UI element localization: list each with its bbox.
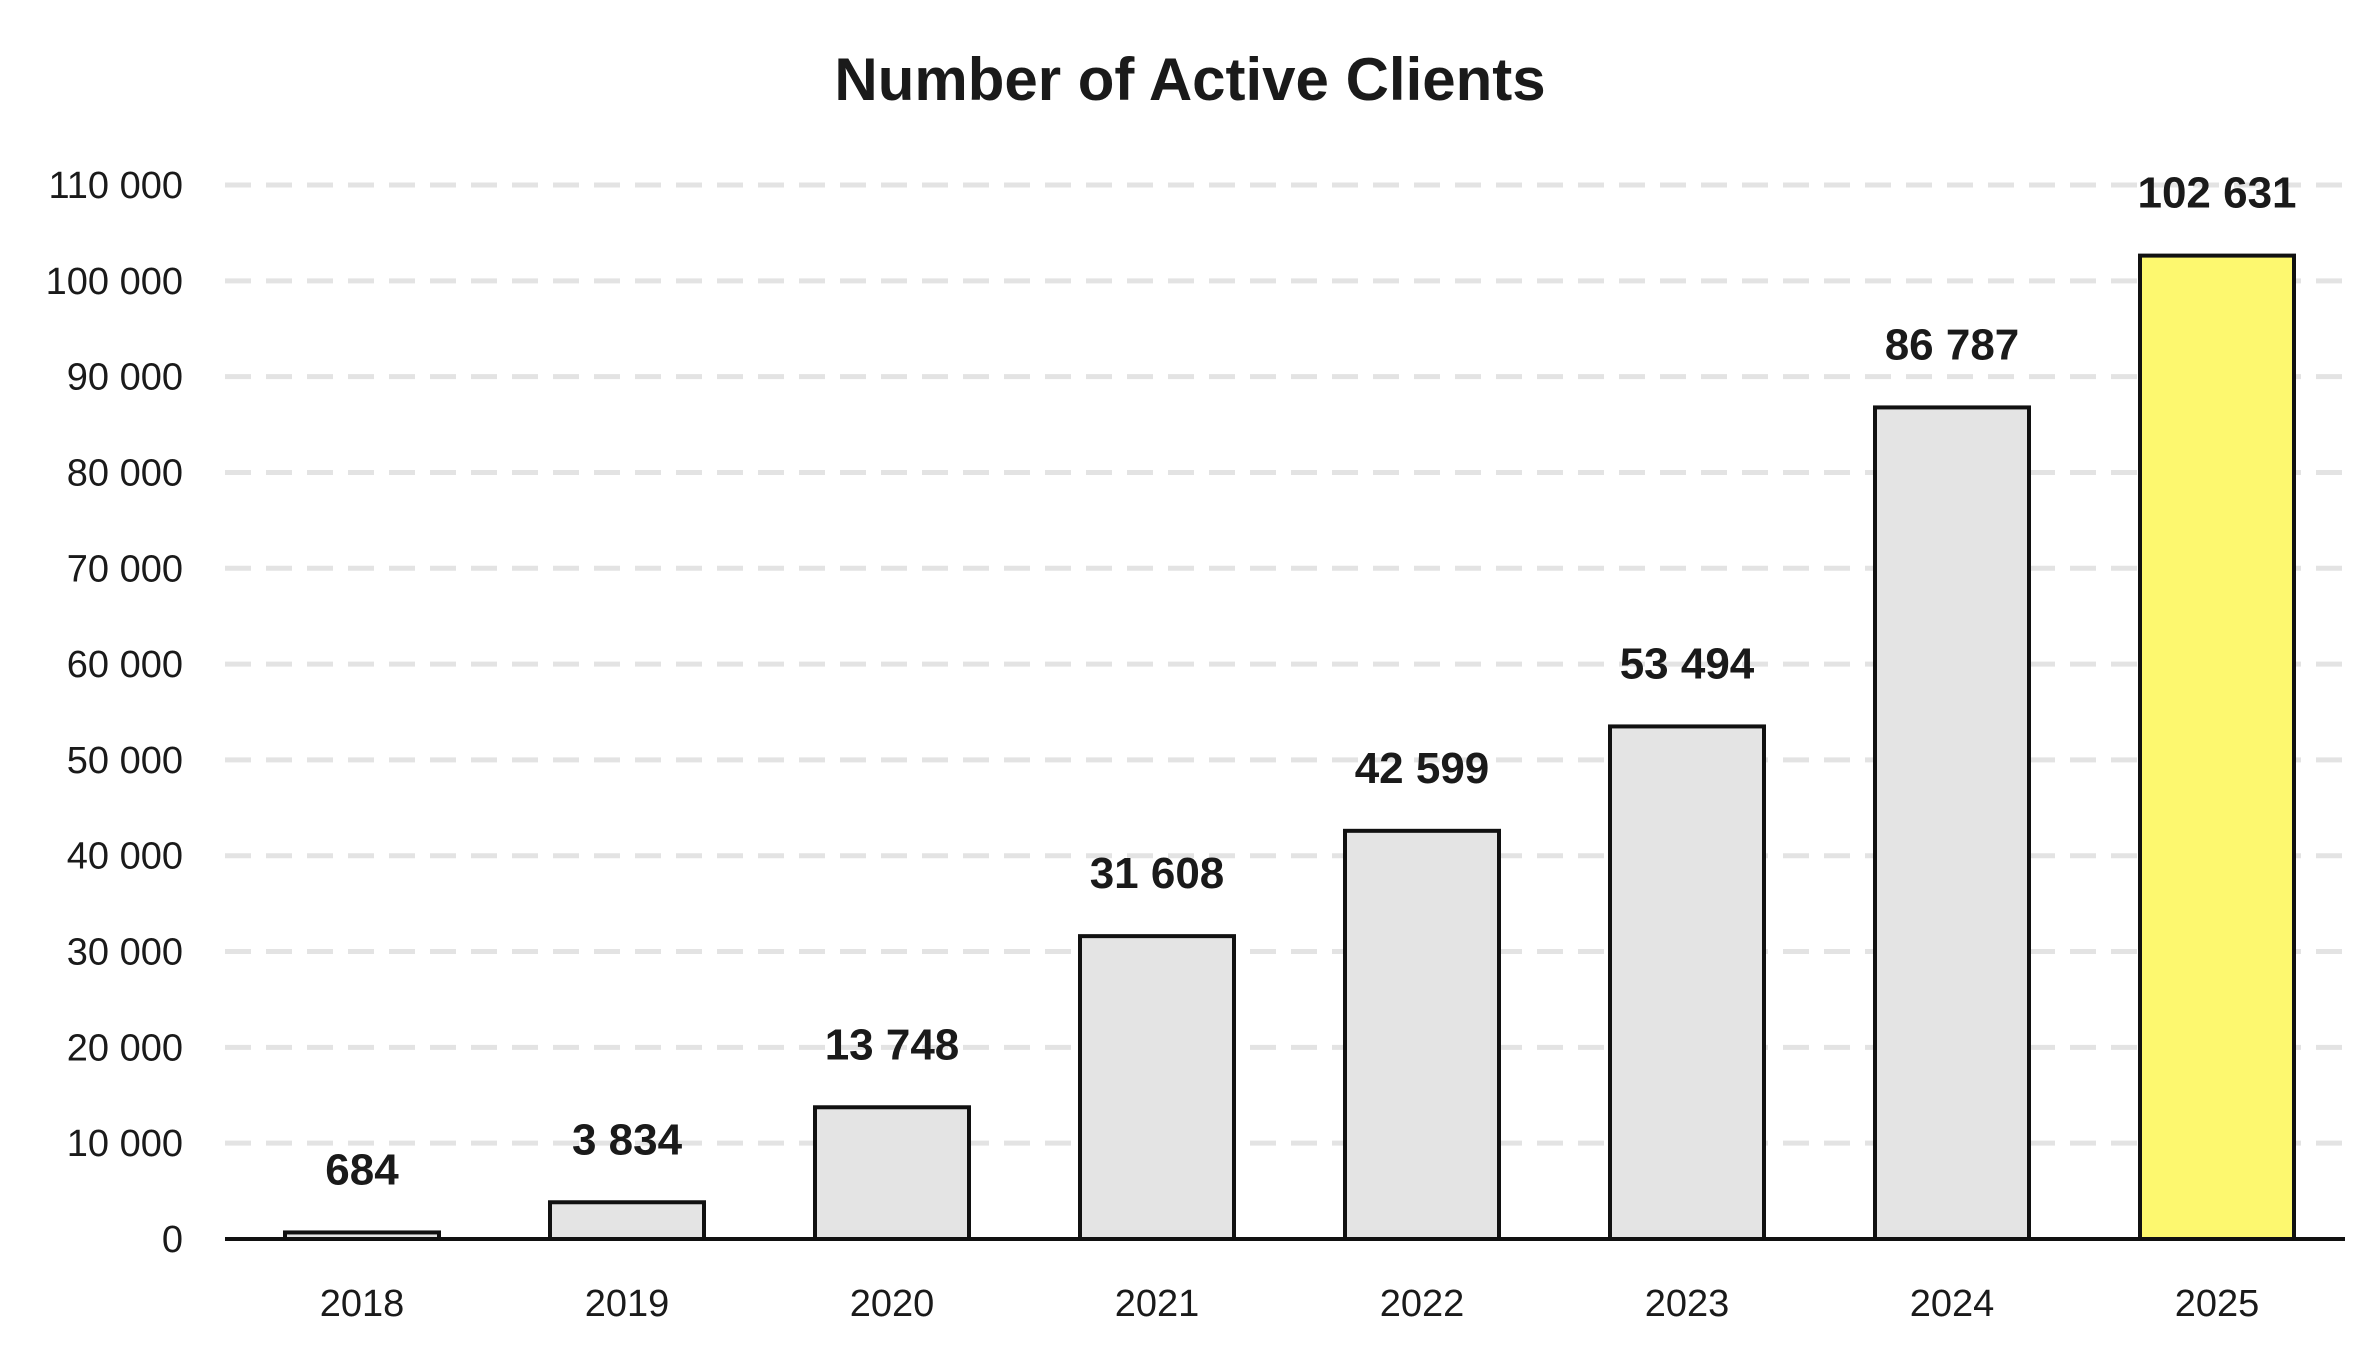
bar-2025 — [2138, 253, 2296, 1242]
data-label: 3 834 — [572, 1115, 683, 1164]
y-tick-label: 50 000 — [67, 740, 183, 782]
y-tick-label: 100 000 — [46, 261, 183, 303]
bar-2020 — [813, 1105, 971, 1241]
bar-2024 — [1873, 405, 2031, 1242]
x-tick-label: 2020 — [850, 1283, 935, 1325]
x-tick-label: 2023 — [1645, 1283, 1730, 1325]
data-label: 102 631 — [2137, 169, 2296, 218]
y-tick-label: 0 — [162, 1219, 183, 1261]
y-axis-tick-labels: 0 10 000 20 000 30 000 40 000 50 000 60 000 70 … — [46, 165, 183, 1261]
chart-title: Number of Active Clients — [834, 46, 1545, 113]
y-tick-label: 30 000 — [67, 932, 183, 974]
data-label: 53 494 — [1620, 639, 1755, 688]
bars — [283, 253, 2296, 1242]
data-label: 31 608 — [1090, 849, 1225, 898]
data-label: 42 599 — [1355, 744, 1490, 793]
y-tick-label: 40 000 — [67, 836, 183, 878]
bar-2021 — [1078, 934, 1236, 1241]
data-label: 684 — [325, 1145, 399, 1194]
data-label: 13 748 — [825, 1020, 960, 1069]
x-tick-label: 2021 — [1115, 1283, 1200, 1325]
x-tick-label: 2018 — [320, 1283, 405, 1325]
y-tick-label: 110 000 — [48, 165, 183, 207]
x-tick-label: 2024 — [1910, 1283, 1995, 1325]
y-tick-label: 60 000 — [67, 644, 183, 686]
data-labels: 684 3 834 13 748 31 608 42 599 53 494 86 787 10… — [325, 169, 2296, 1195]
bar-2019 — [548, 1200, 706, 1241]
x-tick-label: 2019 — [585, 1283, 670, 1325]
x-axis-tick-labels: 2018 2019 2020 2021 2022 2023 2024 2025 — [320, 1283, 2260, 1325]
data-label: 86 787 — [1885, 320, 2020, 369]
x-tick-label: 2025 — [2175, 1283, 2260, 1325]
y-tick-label: 10 000 — [67, 1123, 183, 1165]
y-tick-label: 80 000 — [67, 452, 183, 494]
bar-2022 — [1343, 828, 1501, 1242]
bar-2023 — [1608, 724, 1766, 1241]
y-tick-label: 70 000 — [67, 548, 183, 590]
x-tick-label: 2022 — [1380, 1283, 1465, 1325]
y-tick-label: 90 000 — [67, 357, 183, 399]
y-tick-label: 20 000 — [67, 1027, 183, 1069]
